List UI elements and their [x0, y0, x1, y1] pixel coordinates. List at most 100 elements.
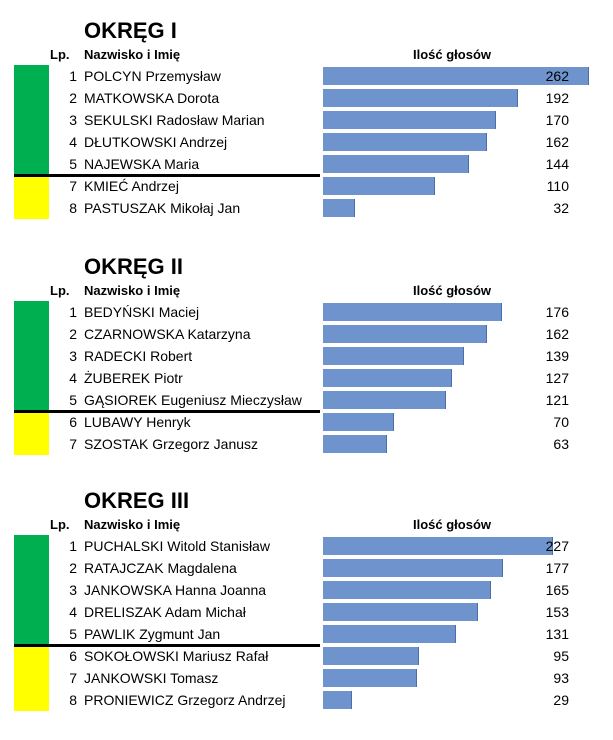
candidate-lp: 3	[69, 112, 77, 128]
elected-divider	[14, 644, 320, 647]
district-title: OKRĘG I	[84, 18, 177, 43]
vote-bar	[323, 155, 469, 173]
vote-count: 121	[545, 392, 569, 408]
candidate-name: PASTUSZAK Mikołaj Jan	[84, 200, 241, 216]
candidate-lp: 1	[69, 68, 77, 84]
not-elected-marker	[14, 411, 49, 433]
vote-bar	[323, 435, 387, 453]
vote-count: 170	[545, 112, 569, 128]
vote-count: 262	[545, 68, 569, 84]
candidate-lp: 4	[69, 604, 77, 620]
elected-marker	[14, 131, 49, 153]
vote-count: 153	[545, 604, 569, 620]
candidate-name: PAWLIK Zygmunt Jan	[84, 626, 221, 642]
candidate-row: 3 RADECKI Robert 139	[0, 345, 613, 367]
not-elected-marker	[14, 689, 49, 711]
candidate-lp: 3	[69, 582, 77, 598]
candidate-lp: 8	[69, 692, 77, 708]
candidate-name: POLCYN Przemysław	[84, 68, 221, 84]
candidate-lp: 2	[69, 560, 77, 576]
candidate-list: 1 BEDYŃSKI Maciej 176 2 CZARNOWSKA Katarzyna…	[0, 301, 613, 455]
candidate-name: NAJEWSKA Maria	[84, 156, 200, 172]
header-name: Nazwisko i Imię	[84, 283, 181, 298]
candidate-lp: 5	[69, 626, 77, 642]
candidate-row: 7 KMIEĆ Andrzej 110	[0, 175, 613, 197]
candidate-lp: 7	[69, 436, 77, 452]
vote-bar	[323, 199, 355, 217]
elected-marker	[14, 389, 49, 411]
candidate-lp: 7	[69, 178, 77, 194]
vote-bar	[323, 559, 503, 577]
candidate-row: 4 DRELISZAK Adam Michał 153	[0, 601, 613, 623]
vote-count: 63	[553, 436, 569, 452]
not-elected-marker	[14, 645, 49, 667]
vote-count: 95	[553, 648, 569, 664]
header-lp: Lp.	[50, 283, 70, 298]
candidate-name: KMIEĆ Andrzej	[84, 178, 179, 194]
candidate-list: 1 PUCHALSKI Witold Stanisław 227 2 RATAJCZAK…	[0, 535, 613, 711]
candidate-row: 1 POLCYN Przemysław 262	[0, 65, 613, 87]
elected-marker	[14, 87, 49, 109]
candidate-row: 2 RATAJCZAK Magdalena 177	[0, 557, 613, 579]
header-lp: Lp.	[50, 517, 70, 532]
candidate-row: 7 SZOSTAK Grzegorz Janusz 63	[0, 433, 613, 455]
candidate-row: 4 ŻUBEREK Piotr 127	[0, 367, 613, 389]
candidate-row: 8 PASTUSZAK Mikołaj Jan 32	[0, 197, 613, 219]
elected-marker	[14, 65, 49, 87]
elected-marker	[14, 323, 49, 345]
district-title: OKRĘG II	[84, 254, 184, 279]
not-elected-marker	[14, 197, 49, 219]
vote-bar	[323, 537, 553, 555]
candidate-lp: 4	[69, 134, 77, 150]
candidate-lp: 5	[69, 392, 77, 408]
candidate-name: ŻUBEREK Piotr	[84, 370, 183, 386]
candidate-lp: 2	[69, 326, 77, 342]
candidate-name: RADECKI Robert	[84, 348, 193, 364]
vote-bar	[323, 691, 352, 709]
elected-marker	[14, 535, 49, 557]
elected-divider	[14, 410, 320, 413]
header-name: Nazwisko i Imię	[84, 47, 181, 62]
elected-marker	[14, 345, 49, 367]
elected-marker	[14, 153, 49, 175]
candidate-list: 1 POLCYN Przemysław 262 2 MATKOWSKA Dorota 19…	[0, 65, 613, 219]
candidate-lp: 2	[69, 90, 77, 106]
candidate-row: 5 GĄSIOREK Eugeniusz Mieczysław 121	[0, 389, 613, 411]
vote-bar	[323, 391, 446, 409]
vote-bar	[323, 89, 518, 107]
vote-bar	[323, 625, 456, 643]
candidate-row: 5 PAWLIK Zygmunt Jan 131	[0, 623, 613, 645]
not-elected-marker	[14, 175, 49, 197]
candidate-name: RATAJCZAK Magdalena	[84, 560, 237, 576]
elected-divider	[14, 174, 320, 177]
candidate-lp: 3	[69, 348, 77, 364]
elected-marker	[14, 557, 49, 579]
header-name: Nazwisko i Imię	[84, 517, 181, 532]
candidate-name: SEKULSKI Radosław Marian	[84, 112, 265, 128]
vote-bar	[323, 669, 417, 687]
candidate-row: 1 BEDYŃSKI Maciej 176	[0, 301, 613, 323]
candidate-lp: 7	[69, 670, 77, 686]
vote-count: 32	[553, 200, 569, 216]
candidate-name: SOKOŁOWSKI Mariusz Rafał	[84, 648, 269, 664]
vote-bar	[323, 111, 496, 129]
candidate-lp: 6	[69, 648, 77, 664]
vote-count: 93	[553, 670, 569, 686]
vote-bar	[323, 303, 502, 321]
vote-bar	[323, 647, 419, 665]
vote-count: 139	[545, 348, 569, 364]
candidate-lp: 1	[69, 304, 77, 320]
candidate-row: 8 PRONIEWICZ Grzegorz Andrzej 29	[0, 689, 613, 711]
candidate-row: 1 PUCHALSKI Witold Stanisław 227	[0, 535, 613, 557]
elected-marker	[14, 301, 49, 323]
candidate-row: 6 LUBAWY Henryk 70	[0, 411, 613, 433]
candidate-name: GĄSIOREK Eugeniusz Mieczysław	[84, 392, 302, 408]
candidate-row: 3 SEKULSKI Radosław Marian 170	[0, 109, 613, 131]
vote-bar	[323, 413, 394, 431]
candidate-lp: 1	[69, 538, 77, 554]
header-votes: Ilość głosów	[413, 47, 492, 62]
vote-bar	[323, 347, 464, 365]
vote-count: 165	[545, 582, 569, 598]
vote-count: 227	[545, 538, 569, 554]
candidate-row: 4 DŁUTKOWSKI Andrzej 162	[0, 131, 613, 153]
